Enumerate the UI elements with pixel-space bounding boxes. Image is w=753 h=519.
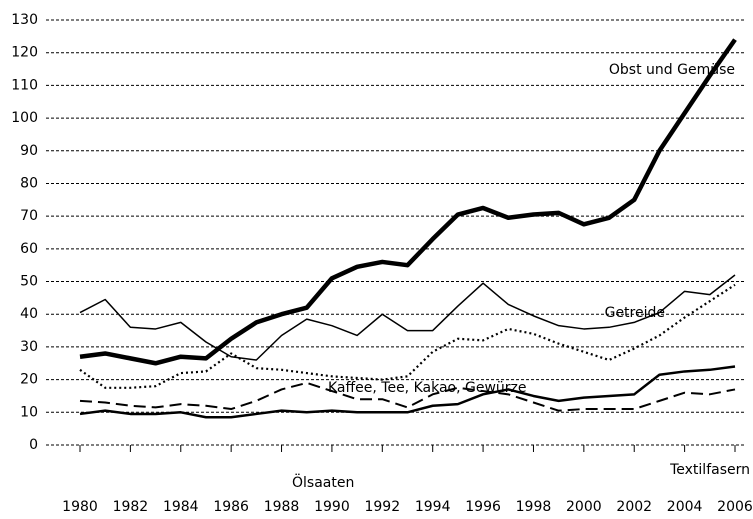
x-tick-label: 1990 xyxy=(314,499,350,515)
y-tick-label: 0 xyxy=(29,437,38,453)
y-tick-label: 60 xyxy=(20,241,38,257)
line-series xyxy=(79,38,737,366)
y-tick-label: 100 xyxy=(11,110,38,126)
x-tick-label: 1996 xyxy=(465,499,501,515)
line-series xyxy=(79,274,736,361)
x-tick-label: 1988 xyxy=(264,499,300,515)
line-series xyxy=(79,365,736,419)
x-tick-label: 1980 xyxy=(62,499,98,515)
x-tick-label: 1992 xyxy=(364,499,400,515)
x-tick-label: 2000 xyxy=(566,499,602,515)
x-tick-label: 2004 xyxy=(667,499,703,515)
y-tick-label: 30 xyxy=(20,339,38,355)
y-tick-label: 90 xyxy=(20,143,38,159)
x-tick-label: 1982 xyxy=(113,499,149,515)
x-tick-label: 1998 xyxy=(516,499,552,515)
y-tick-label: 80 xyxy=(20,175,38,191)
y-tick-label: 70 xyxy=(20,208,38,224)
y-tick-label: 50 xyxy=(20,274,38,290)
x-tick-label: 1984 xyxy=(163,499,199,515)
series-label: Textilfasern xyxy=(669,462,750,478)
y-tick-label: 110 xyxy=(11,77,38,93)
x-tick-label: 1994 xyxy=(415,499,451,515)
line-series xyxy=(79,283,736,389)
y-tick-label: 120 xyxy=(11,45,38,61)
series-label: Kaffee, Tee, Kakao, Gewürze xyxy=(328,380,527,396)
y-tick-label: 130 xyxy=(11,12,38,28)
x-tick-label: 2006 xyxy=(717,499,753,515)
y-tick-label: 20 xyxy=(20,372,38,388)
x-tick-label: 1986 xyxy=(213,499,249,515)
series-label: Getreide xyxy=(605,305,665,321)
x-tick-label: 2002 xyxy=(616,499,652,515)
line-series xyxy=(79,381,736,412)
series-label: Obst und Gemüse xyxy=(609,62,735,78)
y-tick-label: 10 xyxy=(20,404,38,420)
series-label: Ölsaaten xyxy=(292,473,354,491)
y-tick-label: 40 xyxy=(20,306,38,322)
